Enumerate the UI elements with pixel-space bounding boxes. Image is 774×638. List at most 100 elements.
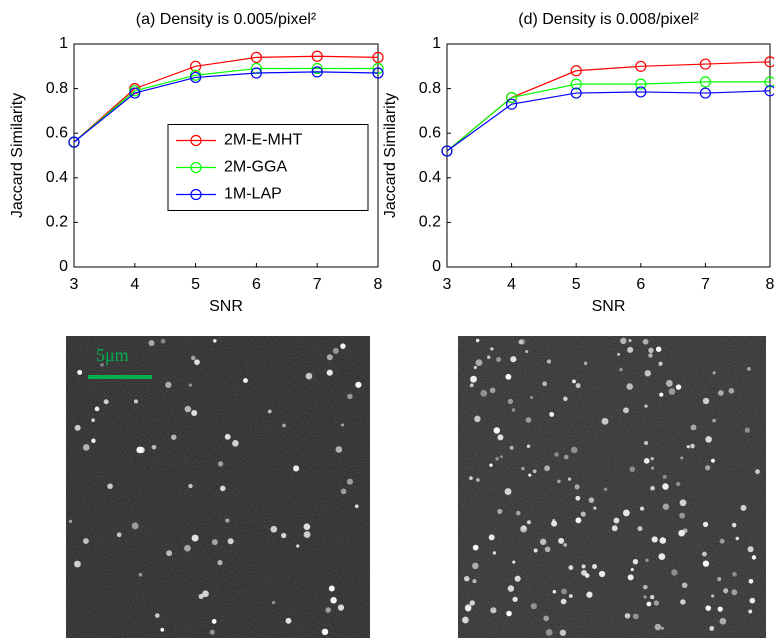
spot [225, 518, 230, 523]
spot [282, 423, 286, 428]
spot [620, 337, 627, 345]
spot [296, 544, 300, 548]
spot [74, 560, 81, 568]
spot [267, 409, 272, 414]
series-line [446, 61, 771, 152]
x-tick-label: 8 [374, 276, 383, 293]
marker [311, 62, 323, 75]
spot [490, 347, 494, 351]
marker [570, 87, 582, 99]
spot [138, 572, 143, 577]
micrograph [66, 336, 370, 638]
spot [603, 487, 608, 492]
spot [551, 520, 558, 527]
spot [560, 598, 567, 605]
spot [341, 423, 345, 427]
spot [580, 511, 586, 517]
spot [583, 361, 588, 366]
y-tick-label: 0.4 [46, 169, 68, 186]
marker [250, 67, 262, 79]
spot [166, 550, 173, 557]
spot [632, 613, 639, 620]
marker [372, 62, 384, 75]
spot [303, 523, 311, 531]
spot [530, 603, 537, 610]
spot [643, 595, 647, 599]
spot [619, 367, 623, 372]
spot [521, 466, 525, 471]
spot [355, 381, 362, 388]
marker [635, 78, 647, 90]
spot [592, 564, 597, 569]
spot [646, 601, 652, 607]
spot [675, 384, 682, 390]
spot [521, 525, 527, 530]
spot [623, 407, 629, 414]
spot [469, 600, 475, 606]
spot [626, 383, 633, 390]
spot [191, 409, 198, 417]
spot [643, 458, 650, 464]
spot [495, 457, 499, 461]
spot [293, 465, 300, 472]
spot [642, 338, 649, 345]
spot [475, 359, 483, 367]
spot [659, 392, 664, 397]
spot [462, 616, 469, 624]
spot [639, 506, 645, 511]
spot [94, 406, 100, 412]
spot [507, 398, 514, 405]
spot [83, 538, 89, 544]
spot [354, 504, 359, 509]
spot [474, 415, 481, 423]
y-axis-label: Jaccard Similarity [382, 93, 399, 218]
y-tick-label: 1 [432, 35, 441, 52]
micrograph [458, 336, 766, 638]
spot [542, 381, 548, 387]
spot [622, 509, 630, 517]
spot [662, 503, 670, 510]
spot [488, 534, 495, 541]
spot [285, 617, 292, 624]
marker [372, 51, 384, 63]
spot [731, 589, 738, 596]
spot [469, 383, 474, 388]
image-noise [66, 336, 370, 638]
spot [632, 558, 639, 565]
spot [705, 605, 712, 611]
spot [644, 370, 651, 377]
spot [194, 359, 200, 365]
spot [747, 546, 754, 553]
x-axis-label: SNR [209, 298, 243, 315]
spot [492, 551, 497, 555]
spot [584, 573, 590, 578]
spot [648, 353, 653, 358]
spot [171, 434, 177, 440]
marker [570, 65, 582, 77]
spot [335, 446, 343, 453]
spot [552, 590, 557, 594]
spot [544, 465, 550, 472]
spot [346, 478, 353, 485]
spot [515, 510, 521, 516]
legend-label: 1M-LAP [224, 186, 282, 203]
spot [570, 446, 578, 454]
spot [519, 339, 526, 345]
spot [131, 522, 139, 530]
spot [679, 512, 686, 519]
marker [441, 145, 453, 157]
spot [662, 483, 669, 490]
spot [281, 532, 287, 539]
marker [699, 87, 712, 99]
marker [190, 60, 202, 72]
spot [82, 444, 90, 451]
marker [699, 58, 712, 70]
marker [129, 87, 141, 99]
spot [748, 609, 753, 614]
spot [586, 591, 593, 598]
spot [220, 485, 226, 492]
spot [563, 543, 567, 547]
spot [549, 412, 555, 417]
